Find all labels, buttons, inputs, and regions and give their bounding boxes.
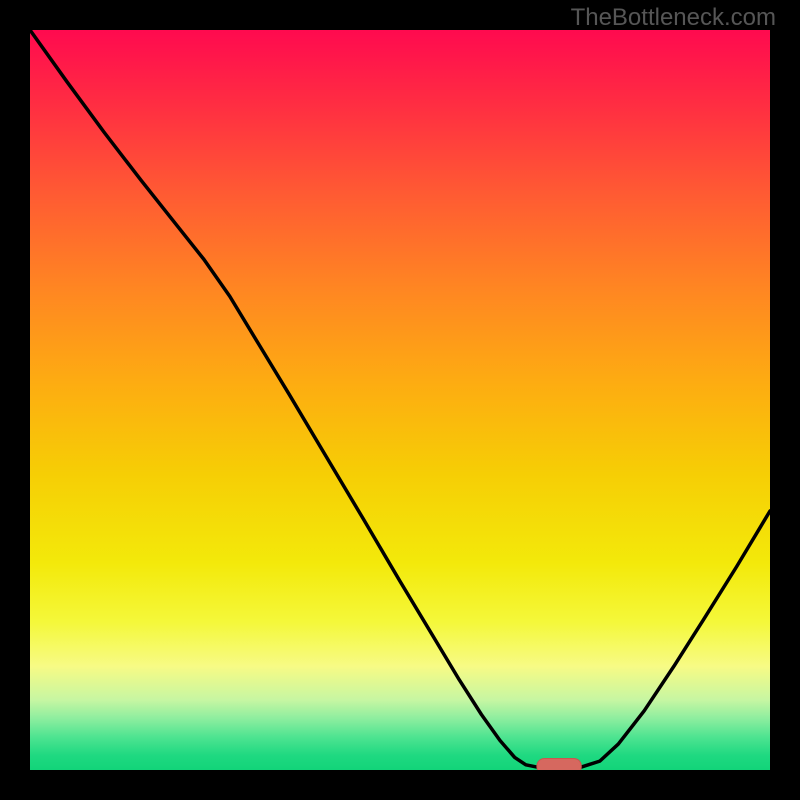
watermark-text: TheBottleneck.com bbox=[571, 4, 776, 32]
chart-plot-area bbox=[30, 30, 770, 770]
chart-frame: TheBottleneck.com bbox=[0, 0, 800, 800]
chart-marker bbox=[537, 759, 581, 770]
chart-svg bbox=[30, 30, 770, 770]
chart-background bbox=[30, 30, 770, 770]
